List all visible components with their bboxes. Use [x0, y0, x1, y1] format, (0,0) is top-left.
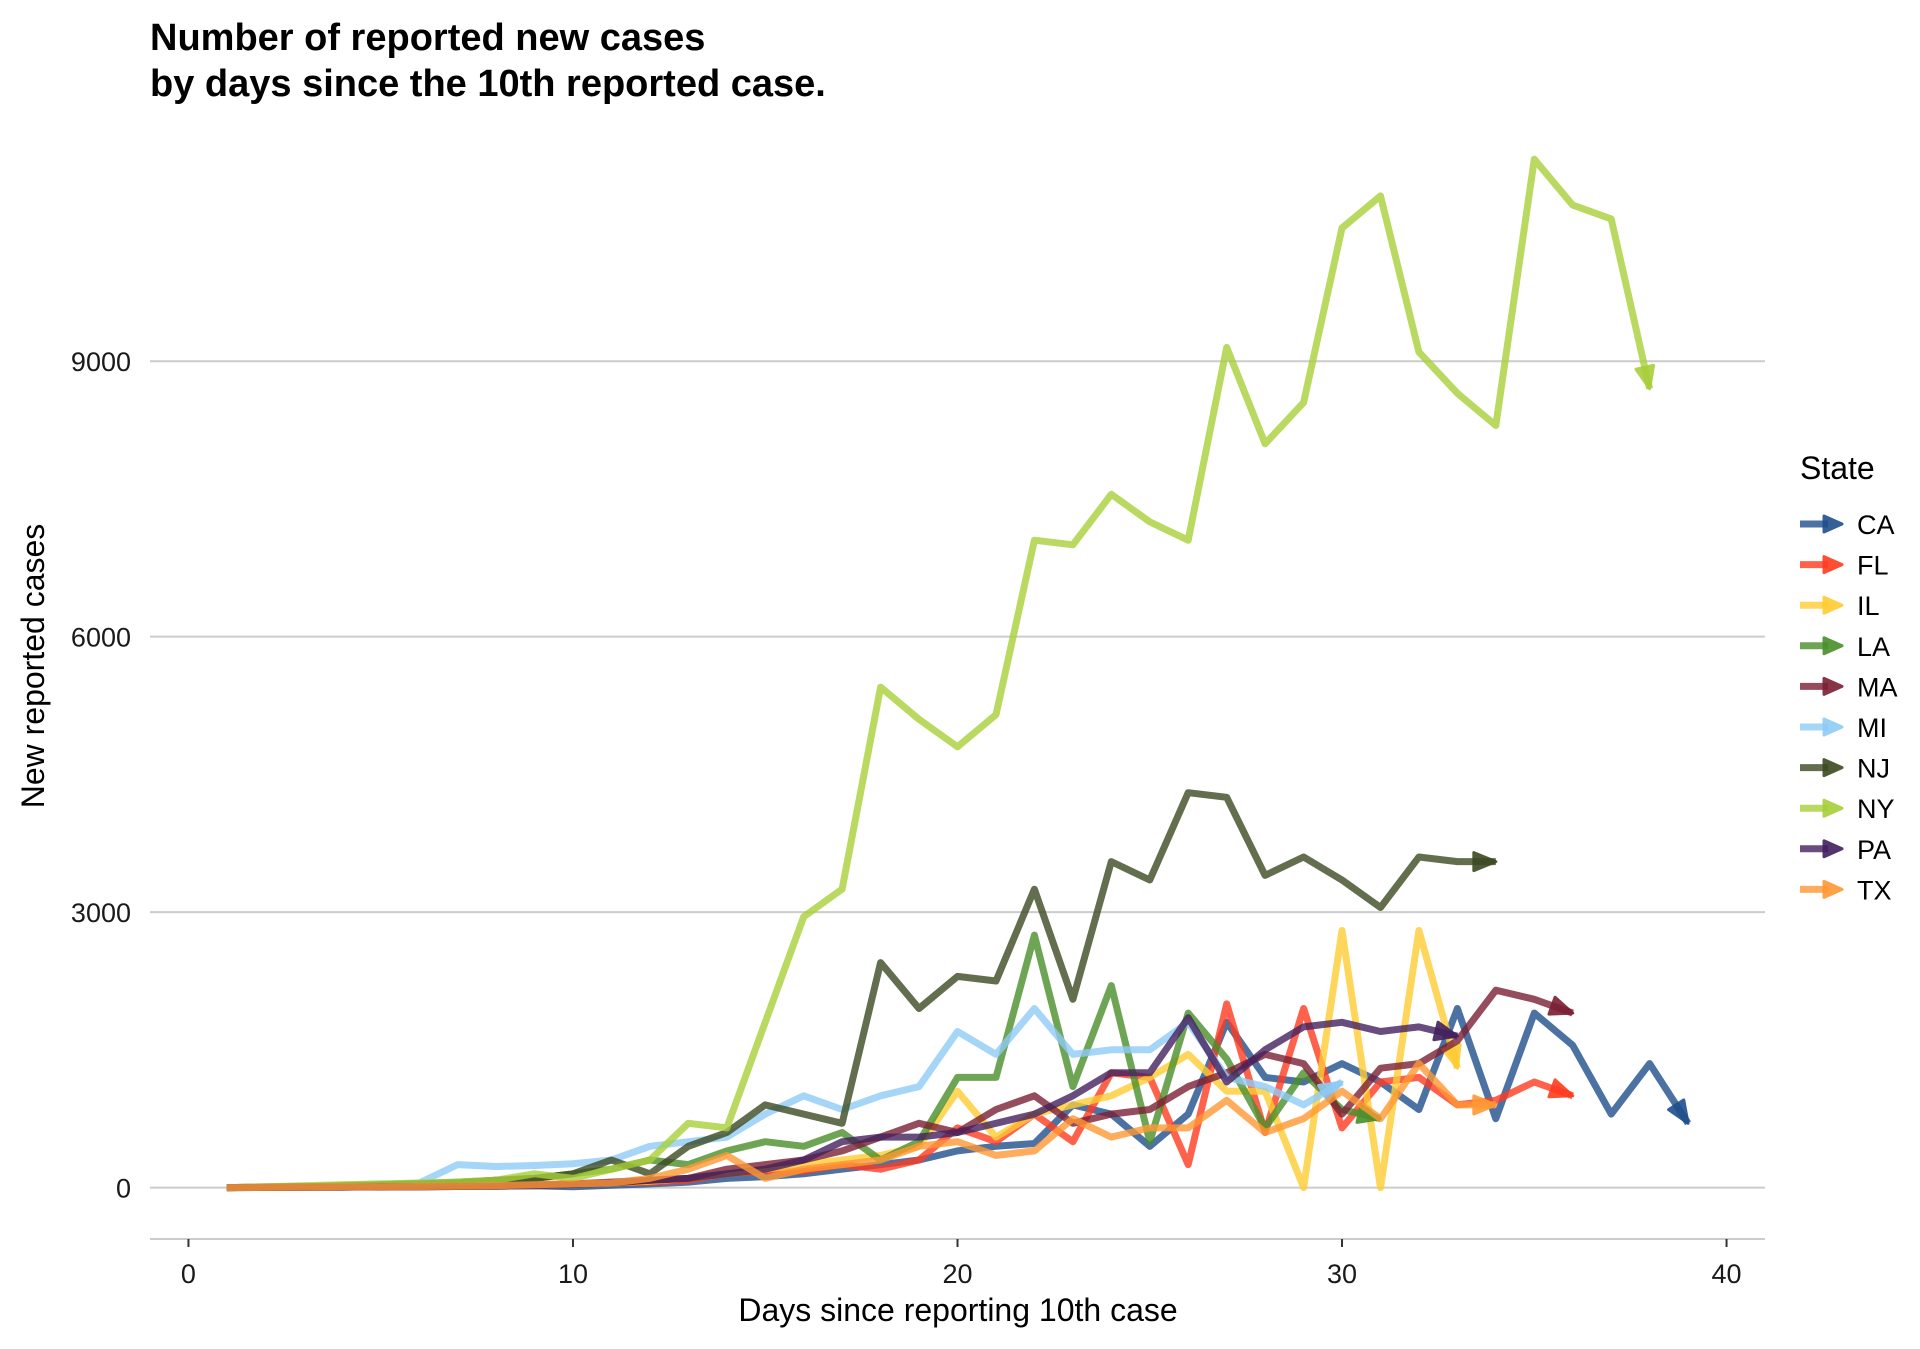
legend-item-il: IL	[1800, 591, 1880, 621]
legend-label: CA	[1857, 510, 1895, 540]
y-axis-title: New reported cases	[15, 524, 51, 809]
legend-item-ca: CA	[1800, 510, 1895, 540]
legend-item-mi: MI	[1800, 713, 1887, 743]
series-arrow-fl	[1547, 1078, 1575, 1099]
series-arrow-pa	[1432, 1020, 1459, 1042]
legend-swatch-arrow	[1822, 839, 1844, 859]
x-tick-label: 10	[558, 1259, 588, 1289]
legend-swatch-arrow	[1822, 595, 1844, 615]
legend-label: PA	[1857, 835, 1891, 865]
x-tick-label: 0	[181, 1259, 196, 1289]
legend-item-tx: TX	[1800, 875, 1892, 905]
x-tick-label: 40	[1712, 1259, 1742, 1289]
legend-item-pa: PA	[1800, 835, 1891, 865]
legend-swatch-arrow	[1822, 798, 1844, 818]
series-arrow-mi	[1317, 1080, 1344, 1103]
legend-label: LA	[1857, 632, 1890, 662]
series-line-nj	[226, 789, 1496, 1192]
chart-title-line-1: Number of reported new cases	[150, 17, 705, 59]
y-tick-label: 6000	[71, 623, 131, 653]
y-axis-ticks: 0 3000 6000 9000	[71, 347, 131, 1203]
y-tick-label: 9000	[71, 347, 131, 377]
chart-title-line-2: by days since the 10th reported case.	[150, 63, 826, 105]
legend-swatch-arrow	[1822, 879, 1844, 899]
series-arrow-tx	[1472, 1094, 1498, 1116]
y-tick-label: 3000	[71, 898, 131, 928]
legend-label: NJ	[1857, 754, 1890, 784]
legend-swatch-arrow	[1822, 555, 1844, 575]
legend-item-la: LA	[1800, 632, 1890, 662]
legend-swatch-arrow	[1822, 758, 1844, 778]
series-arrow-nj	[1472, 851, 1498, 873]
legend-label: TX	[1857, 875, 1892, 905]
series-line-ny	[226, 155, 1654, 1192]
series-arrow-ny	[1634, 363, 1656, 391]
legend-title: State	[1800, 450, 1875, 486]
legend-swatch-arrow	[1822, 636, 1844, 656]
x-tick-label: 30	[1327, 1259, 1357, 1289]
legend-swatch-arrow	[1822, 514, 1844, 534]
legend-label: IL	[1857, 591, 1880, 621]
legend-label: MA	[1857, 672, 1898, 702]
series-lines	[226, 155, 1692, 1192]
x-axis-title: Days since reporting 10th case	[738, 1292, 1177, 1328]
series-arrow-ca	[1667, 1098, 1690, 1125]
series-line-tx	[226, 1060, 1496, 1192]
x-axis-ticks: 0 10 20 30 40	[181, 1239, 1742, 1289]
y-tick-label: 0	[116, 1174, 131, 1204]
legend-swatch-arrow	[1822, 676, 1844, 696]
legend-item-ny: NY	[1800, 794, 1895, 824]
x-tick-label: 20	[942, 1259, 972, 1289]
legend-item-ma: MA	[1800, 672, 1898, 702]
series-arrow-ma	[1547, 995, 1575, 1016]
gridlines	[150, 360, 1765, 1189]
legend-label: MI	[1857, 713, 1887, 743]
legend-label: NY	[1857, 794, 1895, 824]
legend-item-nj: NJ	[1800, 754, 1890, 784]
legend: CA FL IL LA MA MI NJ NY PA TX	[1800, 510, 1898, 905]
legend-swatch-arrow	[1822, 717, 1844, 737]
legend-label: FL	[1857, 551, 1889, 581]
legend-item-fl: FL	[1800, 551, 1889, 581]
